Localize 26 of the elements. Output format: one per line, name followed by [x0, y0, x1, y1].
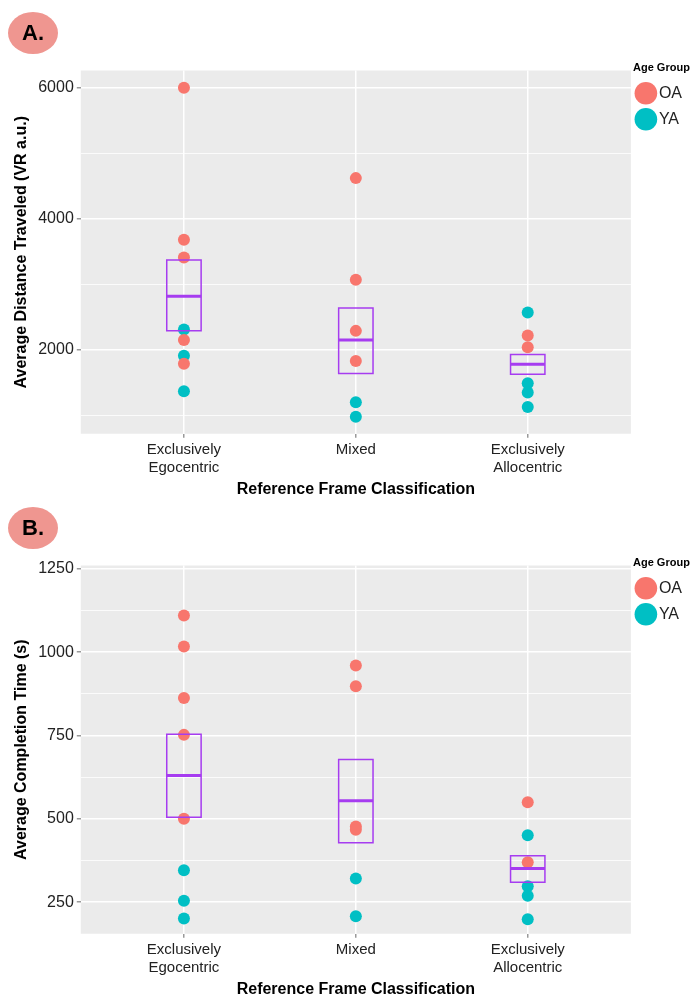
y-tick-label: 1000: [38, 642, 74, 660]
legend-label: OA: [658, 578, 683, 596]
chart-title: A.: [8, 12, 58, 54]
x-tick-label: Exclusively Allocentric: [490, 439, 566, 475]
x-axis-title: Reference Frame Classification: [236, 979, 475, 997]
y-tick-label: 1250: [38, 559, 74, 577]
y-tick-label: 500: [47, 809, 74, 827]
y-tick-label: 750: [47, 725, 74, 743]
x-tick-label: Exclusively Egocentric: [146, 939, 222, 975]
y-tick-label: 2000: [38, 340, 74, 358]
legend-label: YA: [658, 604, 680, 622]
y-tick-label: 4000: [38, 209, 74, 227]
x-tick-label: Exclusively Allocentric: [490, 939, 566, 975]
x-tick-label: Mixed: [335, 939, 376, 957]
legend-title: Age Group: [633, 555, 691, 568]
y-tick-label: 6000: [38, 78, 74, 96]
x-axis-title: Reference Frame Classification: [236, 479, 475, 497]
y-axis-title: Average Completion Time (s): [12, 639, 30, 860]
y-axis-title: Average Distance Traveled (VR a.u.): [12, 116, 30, 389]
legend-label: OA: [658, 83, 683, 101]
y-tick-label: 250: [47, 892, 74, 910]
x-tick-label: Mixed: [335, 439, 376, 457]
legend-title: Age Group: [633, 60, 691, 73]
x-tick-label: Exclusively Egocentric: [146, 439, 222, 475]
chart-title: B.: [8, 507, 58, 549]
legend-label: YA: [658, 109, 680, 127]
